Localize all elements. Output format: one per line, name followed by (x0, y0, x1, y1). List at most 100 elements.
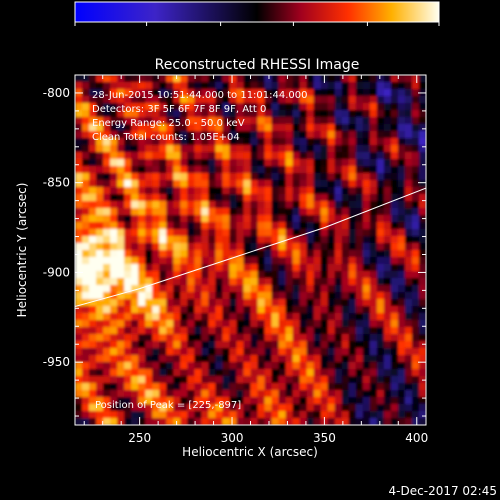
heatmap-cell (257, 383, 266, 391)
heatmap-cell (404, 236, 413, 244)
heatmap-cell (369, 257, 378, 265)
heatmap-cell (124, 376, 132, 384)
heatmap-cell (418, 306, 426, 314)
heatmap-cell (82, 243, 90, 251)
heatmap-cell (313, 145, 322, 153)
heatmap-cell (362, 194, 371, 202)
heatmap-cell (243, 222, 252, 230)
heatmap-cell (222, 117, 231, 125)
heatmap-cell (236, 376, 245, 384)
heatmap-cell (187, 411, 195, 419)
heatmap-cell (236, 320, 245, 328)
heatmap-cell (404, 152, 413, 160)
heatmap-cell (383, 215, 392, 223)
heatmap-cell (222, 306, 231, 314)
heatmap-cell (355, 362, 364, 370)
heatmap-cell (257, 313, 266, 321)
heatmap-cell (229, 152, 238, 160)
heatmap-cell (145, 96, 153, 104)
heatmap-cell (327, 250, 336, 258)
heatmap-cell (404, 194, 413, 202)
heatmap-cell (348, 411, 357, 419)
heatmap-cell (82, 418, 90, 425)
heatmap-cell (110, 306, 118, 314)
heatmap-cell (362, 89, 371, 97)
heatmap-cell (278, 369, 287, 377)
heatmap-cell (89, 411, 97, 419)
heatmap-cell (152, 264, 160, 272)
heatmap-cell (110, 229, 118, 237)
heatmap-cell (376, 187, 385, 195)
heatmap-cell (103, 194, 111, 202)
colorbar-tick-label: -9.1e-05 (126, 29, 168, 40)
heatmap-cell (82, 271, 90, 279)
heatmap-cell (348, 257, 357, 265)
heatmap-cell (264, 243, 273, 251)
heatmap-cell (187, 152, 195, 160)
heatmap-cell (173, 201, 181, 209)
heatmap-cell (404, 117, 413, 125)
heatmap-cell (152, 250, 160, 258)
heatmap-cell (194, 390, 202, 398)
heatmap-cell (96, 397, 104, 405)
heatmap-cell (278, 397, 287, 405)
heatmap-cell (215, 418, 224, 425)
heatmap-cell (285, 194, 294, 202)
heatmap-cell (355, 341, 364, 349)
heatmap-cell (292, 257, 301, 265)
heatmap-cell (334, 271, 343, 279)
heatmap-cell (117, 229, 125, 237)
heatmap-cell (187, 180, 195, 188)
heatmap-cell (278, 75, 287, 83)
heatmap-cell (236, 194, 245, 202)
heatmap-cell (236, 257, 245, 265)
heatmap-cell (110, 124, 118, 132)
heatmap-cell (278, 145, 287, 153)
heatmap-cell (418, 138, 426, 146)
heatmap-cell (187, 138, 195, 146)
heatmap-cell (236, 138, 245, 146)
heatmap-cell (278, 313, 287, 321)
heatmap-cell (383, 264, 392, 272)
heatmap-cell (152, 285, 160, 293)
heatmap-cell (404, 229, 413, 237)
heatmap-cell (341, 229, 350, 237)
heatmap-cell (96, 243, 104, 251)
heatmap-cell (348, 299, 357, 307)
heatmap-cell (180, 418, 188, 425)
heatmap-cell (348, 187, 357, 195)
heatmap-cell (194, 271, 202, 279)
heatmap-cell (75, 110, 83, 118)
heatmap-cell (159, 208, 167, 216)
heatmap-cell (292, 173, 301, 181)
heatmap-cell (152, 334, 160, 342)
heatmap-cell (334, 131, 343, 139)
heatmap-cell (75, 348, 83, 356)
x-tick-label: 300 (221, 431, 244, 445)
heatmap-cell (173, 243, 181, 251)
heatmap-cell (89, 264, 97, 272)
heatmap-cell (131, 257, 139, 265)
heatmap-cell (145, 362, 153, 370)
heatmap-cell (341, 271, 350, 279)
heatmap-cell (110, 138, 118, 146)
heatmap-cell (292, 201, 301, 209)
heatmap-cell (173, 320, 181, 328)
heatmap-cell (117, 215, 125, 223)
heatmap-cell (369, 418, 378, 425)
heatmap-cell (194, 257, 202, 265)
heatmap-cell (180, 334, 188, 342)
heatmap-cell (103, 89, 111, 97)
heatmap-cell (215, 362, 224, 370)
heatmap-cell (327, 236, 336, 244)
heatmap-cell (355, 173, 364, 181)
heatmap-cell (145, 299, 153, 307)
heatmap-cell (103, 110, 111, 118)
heatmap-cell (110, 103, 118, 111)
heatmap-cell (201, 138, 209, 146)
heatmap-cell (201, 250, 209, 258)
heatmap-cell (404, 138, 413, 146)
heatmap-cell (320, 404, 329, 412)
heatmap-cell (292, 327, 301, 335)
heatmap-cell (362, 110, 371, 118)
